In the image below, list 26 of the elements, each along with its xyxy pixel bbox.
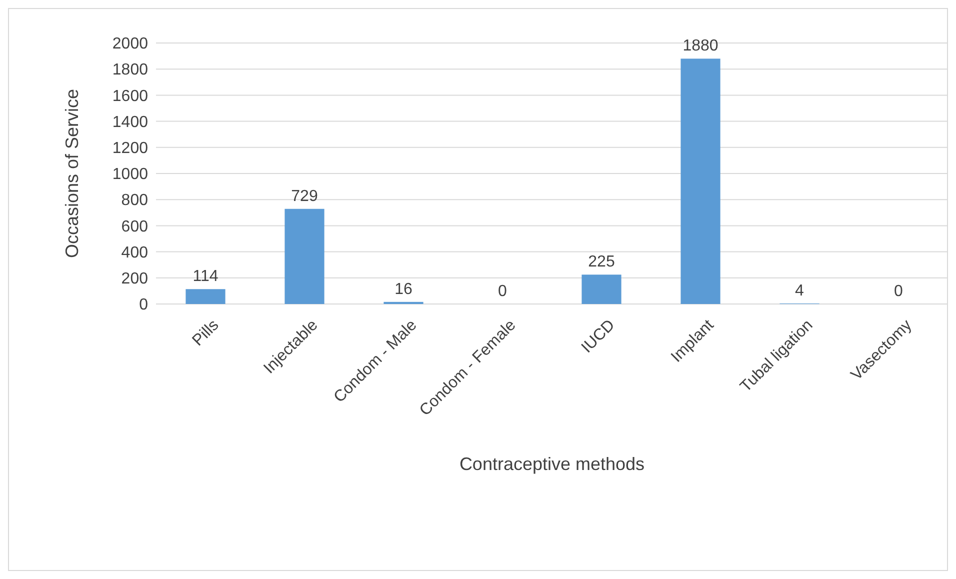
data-label: 16 bbox=[394, 280, 412, 298]
data-label: 225 bbox=[588, 254, 615, 271]
y-tick-label: 400 bbox=[121, 244, 148, 262]
y-tick-label: 1000 bbox=[112, 166, 148, 184]
data-label: 0 bbox=[894, 283, 904, 300]
data-label: 729 bbox=[291, 188, 318, 205]
y-tick-label: 1800 bbox=[112, 62, 148, 79]
y-tick-label: 2000 bbox=[112, 36, 148, 53]
bar bbox=[284, 208, 324, 304]
x-tick-label: Pills bbox=[189, 316, 222, 350]
y-tick-label: 1400 bbox=[112, 114, 148, 131]
data-label: 114 bbox=[192, 268, 218, 286]
bar bbox=[186, 289, 226, 304]
bar bbox=[582, 274, 622, 304]
data-label: 4 bbox=[795, 282, 804, 300]
y-tick-label: 800 bbox=[121, 192, 148, 210]
bar bbox=[680, 58, 720, 304]
y-tick-label: 200 bbox=[121, 270, 148, 288]
y-tick-label: 1200 bbox=[112, 140, 148, 157]
y-tick-label: 1600 bbox=[112, 88, 148, 105]
data-label: 1880 bbox=[682, 38, 718, 55]
y-tick-label: 0 bbox=[139, 296, 148, 314]
y-tick-label: 600 bbox=[121, 218, 148, 236]
x-axis-title: Contraceptive methods bbox=[459, 454, 645, 474]
y-axis-title: Occasions of Service bbox=[62, 88, 82, 258]
data-label: 0 bbox=[498, 283, 508, 300]
